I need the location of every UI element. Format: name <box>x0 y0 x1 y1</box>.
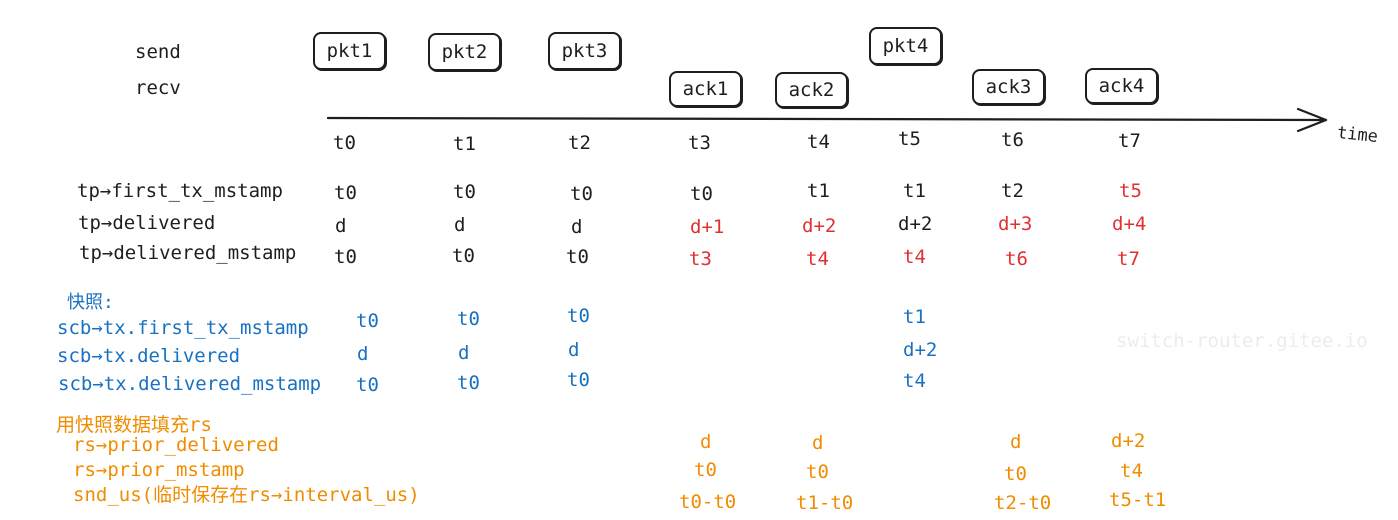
scb-delivered-mstamp-value: t0 <box>457 372 480 394</box>
packet-box-1: pkt1 <box>313 32 386 70</box>
rs-prior-mstamp-value: t4 <box>1120 460 1143 482</box>
scb-delivered-mstamp-value: t4 <box>903 370 926 392</box>
rs-prior-delivered-value: d+2 <box>1111 430 1146 452</box>
snd-us-label: snd_us(临时保存在rs→interval_us) <box>73 484 420 506</box>
tp-delivered-mstamp-value: t0 <box>452 245 475 267</box>
tp-delivered-value: d+2 <box>802 215 837 237</box>
tp-first-tx-value: t0 <box>334 182 357 204</box>
time-tick: t3 <box>688 132 711 154</box>
scb-delivered-value: d+2 <box>903 339 938 361</box>
tp-delivered-value: d+4 <box>1112 213 1147 235</box>
rs-title: 用快照数据填充rs <box>56 414 212 436</box>
time-tick: t5 <box>898 128 921 150</box>
ack-box-1: ack1 <box>669 71 742 107</box>
tp-first-tx-value: t2 <box>1001 180 1024 202</box>
tp-delivered-mstamp-value: t7 <box>1117 248 1140 270</box>
tp-delivered-value: d+1 <box>690 216 725 238</box>
tp-delivered-mstamp-value: t0 <box>566 246 589 268</box>
watermark: switch-router.gitee.io <box>1116 330 1368 352</box>
time-tick: t7 <box>1118 130 1141 152</box>
scb-first-tx-mstamp-label: scb→tx.first_tx_mstamp <box>57 317 309 339</box>
tp-delivered-mstamp-value: t4 <box>903 246 926 268</box>
tp-delivered-value: d <box>335 215 347 237</box>
tp-delivered-value: d <box>571 216 583 238</box>
tp-delivered-value: d <box>454 214 466 236</box>
scb-first-tx-value: t0 <box>356 310 379 332</box>
scb-first-tx-value: t0 <box>567 305 590 327</box>
tp-delivered-mstamp-value: t3 <box>689 248 712 270</box>
snd-us-value: t2-t0 <box>994 492 1052 514</box>
tp-delivered-value: d+3 <box>998 213 1033 235</box>
rs-prior-mstamp-value: t0 <box>806 461 829 483</box>
scb-delivered-value: d <box>568 339 580 361</box>
snd-us-value: t0-t0 <box>679 491 737 513</box>
rs-prior-delivered-value: d <box>812 432 824 454</box>
snd-us-value: t5-t1 <box>1109 489 1167 511</box>
time-tick: t0 <box>333 132 356 154</box>
scb-delivered-label: scb→tx.delivered <box>57 345 241 367</box>
rs-prior-mstamp-label: rs→prior_mstamp <box>73 459 245 481</box>
tp-delivered-label: tp→delivered <box>78 212 216 234</box>
ack-box-4: ack4 <box>1085 68 1158 104</box>
time-tick: t6 <box>1001 129 1024 151</box>
scb-delivered-mstamp-value: t0 <box>567 369 590 391</box>
tp-delivered-mstamp-label: tp→delivered_mstamp <box>79 242 297 264</box>
scb-delivered-mstamp-value: t0 <box>356 374 379 396</box>
time-tick: t4 <box>807 131 830 153</box>
tp-delivered-mstamp-value: t6 <box>1005 248 1028 270</box>
tp-first-tx-value: t5 <box>1119 180 1142 202</box>
rs-prior-delivered-value: d <box>700 431 712 453</box>
ack-box-2: ack2 <box>775 72 848 108</box>
tp-first-tx-value: t0 <box>570 183 593 205</box>
packet-box-4: pkt4 <box>869 27 942 65</box>
packet-box-2: pkt2 <box>428 33 501 71</box>
rs-prior-mstamp-value: t0 <box>694 459 717 481</box>
rs-prior-delivered-label: rs→prior_delivered <box>73 434 279 456</box>
tp-first-tx-value: t0 <box>453 181 476 203</box>
snd-us-value: t1-t0 <box>796 492 854 514</box>
tp-first-tx-value: t1 <box>903 180 926 202</box>
scb-delivered-value: d <box>458 342 470 364</box>
rs-prior-delivered-value: d <box>1010 431 1022 453</box>
tp-first-tx-value: t0 <box>690 183 713 205</box>
recv-row-label: recv <box>135 77 181 99</box>
ack-box-3: ack3 <box>972 69 1045 105</box>
tp-delivered-mstamp-value: t0 <box>334 246 357 268</box>
tp-first-tx-mstamp-label: tp→first_tx_mstamp <box>77 180 283 202</box>
scb-delivered-mstamp-label: scb→tx.delivered_mstamp <box>58 373 322 395</box>
packet-box-3: pkt3 <box>548 32 621 70</box>
scb-first-tx-value: t1 <box>903 306 926 328</box>
tp-delivered-value: d+2 <box>898 213 933 235</box>
scb-first-tx-value: t0 <box>457 308 480 330</box>
time-tick: t2 <box>568 132 591 154</box>
tp-delivered-mstamp-value: t4 <box>806 248 829 270</box>
send-row-label: send <box>135 41 181 63</box>
snapshot-title: 快照: <box>67 292 114 313</box>
timeline-label: time <box>1336 122 1379 148</box>
scb-delivered-value: d <box>357 343 369 365</box>
tp-first-tx-value: t1 <box>807 180 830 202</box>
rs-prior-mstamp-value: t0 <box>1004 463 1027 485</box>
time-tick: t1 <box>453 133 476 155</box>
